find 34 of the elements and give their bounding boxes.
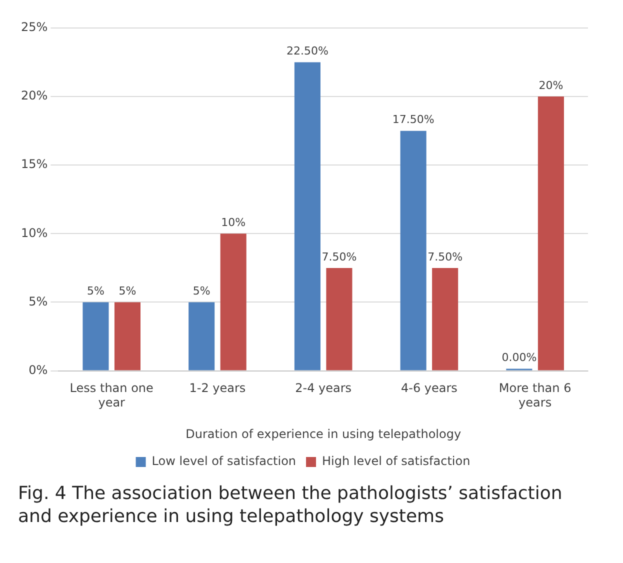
data-label: 7.50%	[428, 250, 463, 264]
data-label: 5%	[87, 284, 104, 298]
y-tick-label: 25%	[21, 20, 48, 34]
x-tick-label: 2-4 years	[295, 381, 352, 396]
x-axis-title: Duration of experience in using telepathology	[186, 426, 462, 441]
bar	[326, 268, 352, 370]
y-tick-label: 5%	[28, 294, 48, 308]
bar	[188, 302, 215, 370]
bar	[400, 130, 426, 370]
data-label: 17.50%	[392, 113, 434, 126]
legend-label: Low level of satisfaction	[152, 454, 296, 468]
data-label: 0.00%	[502, 351, 537, 364]
bar	[294, 62, 320, 370]
bar	[114, 302, 141, 370]
data-label: 20%	[538, 78, 564, 92]
x-tick-label: Less than one year	[70, 381, 154, 410]
x-tick-label: 1-2 years	[189, 381, 246, 396]
data-label: 22.50%	[286, 44, 328, 58]
data-label: 7.50%	[322, 250, 357, 264]
legend-label: High level of satisfaction	[322, 454, 470, 468]
data-label: 10%	[221, 216, 246, 230]
y-tick-label: 0%	[28, 362, 48, 377]
y-tick-label: 10%	[21, 226, 48, 240]
x-tick-label: More than 6 years	[498, 381, 572, 410]
data-label: 5%	[118, 284, 136, 298]
caption: Fig. 4 The association between the pathologists’ satisfaction and experience in using telepathology systems	[17, 482, 564, 530]
bar	[432, 268, 458, 370]
x-tick-label: 4-6 years	[400, 381, 458, 396]
bar	[220, 234, 246, 370]
bar	[538, 96, 564, 370]
y-tick-label: 20%	[21, 88, 48, 103]
data-label: 5%	[192, 284, 210, 298]
bar	[82, 302, 109, 370]
y-tick-label: 15%	[21, 157, 48, 172]
